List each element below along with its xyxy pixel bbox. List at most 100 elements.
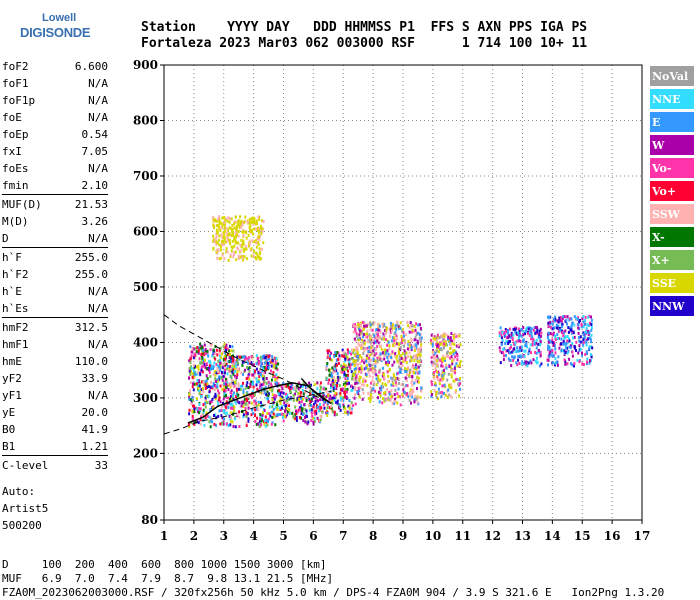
echo-point	[207, 368, 210, 372]
echo-point	[533, 342, 536, 346]
echo-point	[310, 408, 313, 412]
echo-point	[204, 380, 207, 384]
echo-point	[328, 406, 331, 410]
echo-point	[248, 244, 250, 248]
echo-point	[300, 416, 303, 420]
echo-point	[294, 416, 297, 420]
echo-point	[548, 345, 551, 349]
echo-point	[243, 401, 246, 405]
echo-point	[344, 392, 347, 396]
echo-point	[258, 425, 261, 428]
echo-point	[330, 371, 333, 375]
echo-point	[450, 395, 453, 399]
echo-point	[402, 360, 405, 364]
echo-point	[401, 328, 404, 332]
echo-point	[350, 370, 353, 374]
x-tick-label: 17	[634, 529, 651, 543]
echo-point	[450, 339, 453, 343]
echo-point	[359, 344, 362, 348]
echo-point	[362, 352, 365, 355]
echo-point	[222, 420, 225, 424]
echo-point	[547, 321, 550, 325]
echo-point	[437, 387, 440, 391]
echo-point	[219, 220, 222, 224]
echo-point	[370, 393, 373, 397]
echo-point	[217, 238, 220, 242]
echo-point	[534, 351, 537, 354]
echo-point	[522, 326, 525, 329]
echo-point	[189, 373, 192, 377]
echo-point	[236, 396, 239, 400]
echo-point	[391, 363, 394, 367]
echo-point	[436, 362, 439, 366]
echo-point	[256, 387, 259, 391]
echo-point	[235, 233, 238, 236]
echo-point	[236, 373, 239, 377]
echo-point	[287, 384, 290, 388]
echo-point	[327, 381, 330, 385]
echo-point	[212, 372, 215, 376]
echo-point	[564, 329, 567, 333]
echo-point	[404, 354, 407, 358]
echo-point	[265, 367, 268, 371]
echo-point	[221, 421, 224, 425]
echo-point	[242, 388, 245, 392]
echo-point	[440, 334, 443, 338]
echo-point	[245, 377, 248, 380]
echo-point	[438, 348, 441, 351]
echo-point	[547, 358, 550, 362]
echo-point	[387, 340, 390, 344]
echo-point	[270, 378, 273, 382]
echo-point	[328, 349, 331, 353]
echo-point	[275, 358, 278, 362]
echo-point	[278, 406, 281, 410]
echo-point	[295, 415, 298, 419]
echo-point	[348, 406, 351, 410]
echo-point	[380, 388, 383, 392]
echo-point	[561, 319, 563, 323]
echo-point	[565, 342, 568, 346]
param-value: 255.0	[74, 268, 108, 281]
echo-point	[346, 377, 349, 380]
echo-point	[438, 343, 441, 347]
echo-point	[367, 371, 370, 375]
echo-point	[227, 388, 230, 391]
echo-point	[391, 327, 394, 330]
echo-point	[538, 332, 541, 336]
echo-point	[365, 373, 368, 377]
echo-point	[366, 335, 369, 339]
echo-point	[254, 420, 257, 423]
echo-point	[191, 396, 194, 400]
echo-point	[405, 370, 408, 374]
echo-point	[213, 226, 215, 229]
echo-point	[287, 408, 290, 412]
echo-point	[393, 342, 396, 346]
echo-point	[250, 394, 253, 398]
echo-point	[504, 342, 507, 346]
param-row: foEp 0.54	[2, 126, 108, 143]
echo-point	[363, 341, 366, 345]
echo-point	[232, 397, 235, 401]
echo-point	[374, 364, 377, 368]
param-row: yF2 33.9	[2, 370, 108, 387]
echo-point	[241, 243, 244, 247]
echo-point	[581, 362, 584, 366]
echo-point	[239, 384, 242, 388]
echo-point	[521, 360, 524, 364]
echo-point	[335, 369, 338, 373]
echo-point	[216, 400, 219, 404]
echo-point	[446, 334, 449, 338]
legend-swatch	[650, 273, 694, 293]
param-row: yF1 N/A	[2, 387, 108, 404]
echo-point	[401, 352, 404, 356]
echo-point	[205, 362, 208, 366]
echo-point	[272, 402, 275, 406]
echo-point	[216, 364, 219, 368]
echo-point	[555, 323, 558, 327]
echo-point	[322, 403, 325, 407]
echo-point	[237, 234, 240, 238]
echo-point	[551, 327, 554, 331]
echo-point	[525, 342, 528, 345]
echo-point	[200, 365, 203, 369]
echo-point	[218, 349, 221, 353]
